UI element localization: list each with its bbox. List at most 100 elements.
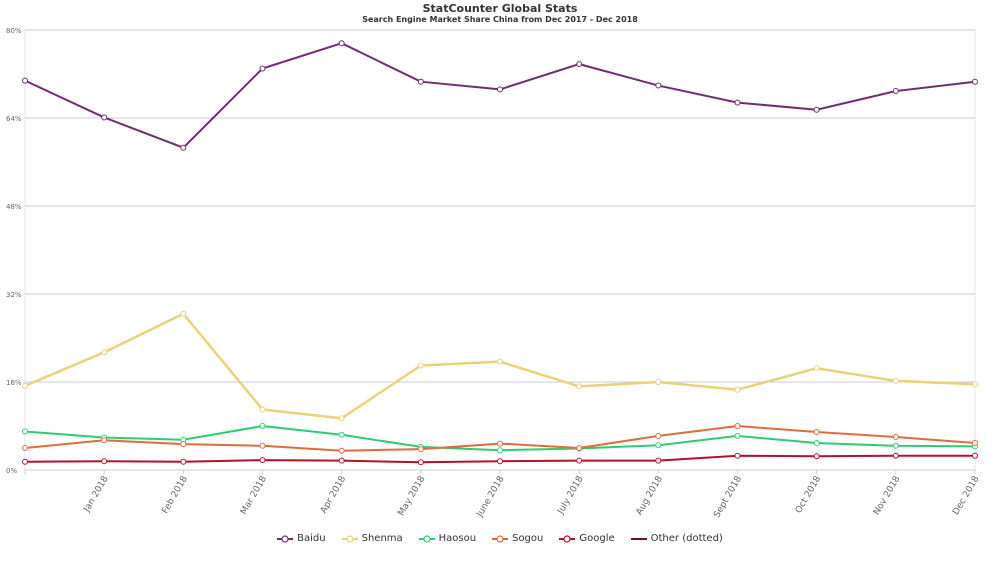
legend-item-other-dotted[interactable]: Other (dotted): [630, 533, 723, 544]
data-point-baidu: [338, 40, 345, 47]
series-line-baidu: [24, 42, 976, 149]
data-point-baidu: [259, 65, 266, 72]
legend-label: Baidu: [297, 533, 326, 544]
data-point-sogou: [22, 445, 28, 451]
x-tick-label: Feb 2018: [160, 474, 190, 515]
legend-symbol-google: [559, 534, 576, 543]
data-point-shenma: [576, 383, 583, 390]
data-point-shenma: [22, 382, 28, 389]
data-point-google: [417, 459, 424, 466]
legend-symbol-haosou: [418, 534, 435, 543]
chart-title: StatCounter Global Stats: [422, 2, 578, 15]
series-line-shenma: [24, 312, 976, 420]
data-point-shenma: [259, 406, 266, 413]
x-tick-label: June 2018: [475, 474, 507, 519]
data-point-shenma: [497, 358, 503, 365]
legend-symbol-sogou: [492, 534, 509, 543]
data-point-google: [892, 452, 899, 459]
data-point-shenma: [417, 362, 424, 369]
data-point-baidu: [22, 77, 28, 84]
data-point-baidu: [497, 86, 503, 93]
data-point-google: [576, 457, 583, 464]
legend-item-shenma[interactable]: Shenma: [341, 533, 403, 544]
data-point-sogou: [259, 442, 266, 449]
legend-item-baidu[interactable]: Baidu: [277, 533, 326, 544]
x-tick-label: Dec 2018: [951, 474, 981, 517]
data-point-haosou: [813, 440, 820, 447]
data-point-shenma: [655, 379, 662, 385]
y-tick-label: 48%: [6, 203, 22, 211]
x-tick-label: Aug 2018: [635, 474, 665, 517]
data-point-sogou: [180, 441, 187, 448]
data-point-sogou: [576, 445, 583, 451]
data-point-sogou: [972, 440, 978, 447]
data-point-haosou: [497, 447, 503, 454]
data-point-shenma: [338, 415, 345, 422]
data-point-google: [655, 457, 662, 464]
data-point-sogou: [892, 434, 899, 440]
data-point-sogou: [734, 423, 741, 429]
chart-subtitle: Search Engine Market Share China from De…: [362, 15, 638, 24]
legend-symbol-baidu: [277, 534, 294, 543]
legend: Baidu Shenma Haosou Sogou Google Other (dotte…: [0, 533, 1000, 544]
data-point-baidu: [576, 61, 583, 68]
data-point-shenma: [892, 377, 899, 384]
legend-label: Haosou: [438, 533, 477, 544]
data-point-google: [813, 453, 820, 460]
data-point-shenma: [813, 365, 820, 372]
data-point-baidu: [655, 82, 662, 89]
data-point-haosou: [734, 432, 741, 439]
data-point-haosou: [892, 442, 899, 449]
data-point-google: [101, 458, 108, 465]
legend-symbol-shenma: [341, 534, 358, 543]
data-point-google: [497, 458, 503, 465]
x-tick-label: July 2018: [556, 474, 586, 516]
data-point-shenma: [180, 310, 187, 317]
x-tick-label: Oct 2018: [794, 474, 823, 515]
data-point-haosou: [655, 442, 662, 449]
y-tick-label: 16%: [6, 379, 22, 387]
data-point-haosou: [22, 428, 28, 435]
x-tick-label: Sept 2018: [712, 474, 744, 519]
data-point-baidu: [734, 99, 741, 106]
data-point-google: [972, 452, 978, 459]
legend-label: Sogou: [512, 533, 544, 544]
legend-label: Other (dotted): [650, 533, 723, 544]
data-point-google: [734, 452, 741, 459]
data-point-baidu: [972, 78, 978, 85]
x-tick-label: Apr 2018: [319, 474, 348, 515]
y-tick-label: 32%: [6, 291, 22, 299]
data-point-sogou: [813, 429, 820, 436]
data-point-sogou: [101, 437, 108, 444]
data-point-shenma: [972, 381, 978, 388]
data-point-sogou: [417, 446, 424, 453]
data-point-sogou: [655, 432, 662, 439]
legend-item-sogou[interactable]: Sogou: [492, 533, 543, 544]
x-tick-label: May 2018: [397, 474, 428, 518]
x-tick-label: Nov 2018: [872, 474, 902, 517]
data-point-sogou: [497, 440, 503, 447]
data-point-baidu: [180, 144, 187, 151]
legend-item-haosou[interactable]: Haosou: [418, 533, 477, 544]
data-point-google: [338, 457, 345, 464]
data-point-shenma: [101, 349, 108, 356]
x-tick-label: Jan 2018: [82, 474, 111, 514]
data-point-baidu: [892, 88, 899, 95]
data-point-google: [180, 458, 187, 465]
data-point-shenma: [734, 386, 741, 393]
legend-label: Google: [579, 533, 615, 544]
data-point-haosou: [338, 431, 345, 438]
data-point-sogou: [338, 447, 345, 454]
data-point-google: [259, 457, 266, 464]
data-point-haosou: [259, 423, 266, 429]
legend-item-google[interactable]: Google: [559, 533, 615, 544]
y-tick-label: 0%: [6, 467, 17, 475]
data-point-baidu: [417, 78, 424, 85]
y-tick-label: 80%: [6, 27, 22, 35]
legend-symbol-other-dotted: [630, 537, 647, 540]
data-point-google: [22, 458, 28, 465]
y-tick-label: 64%: [6, 115, 22, 123]
data-point-baidu: [101, 114, 108, 121]
